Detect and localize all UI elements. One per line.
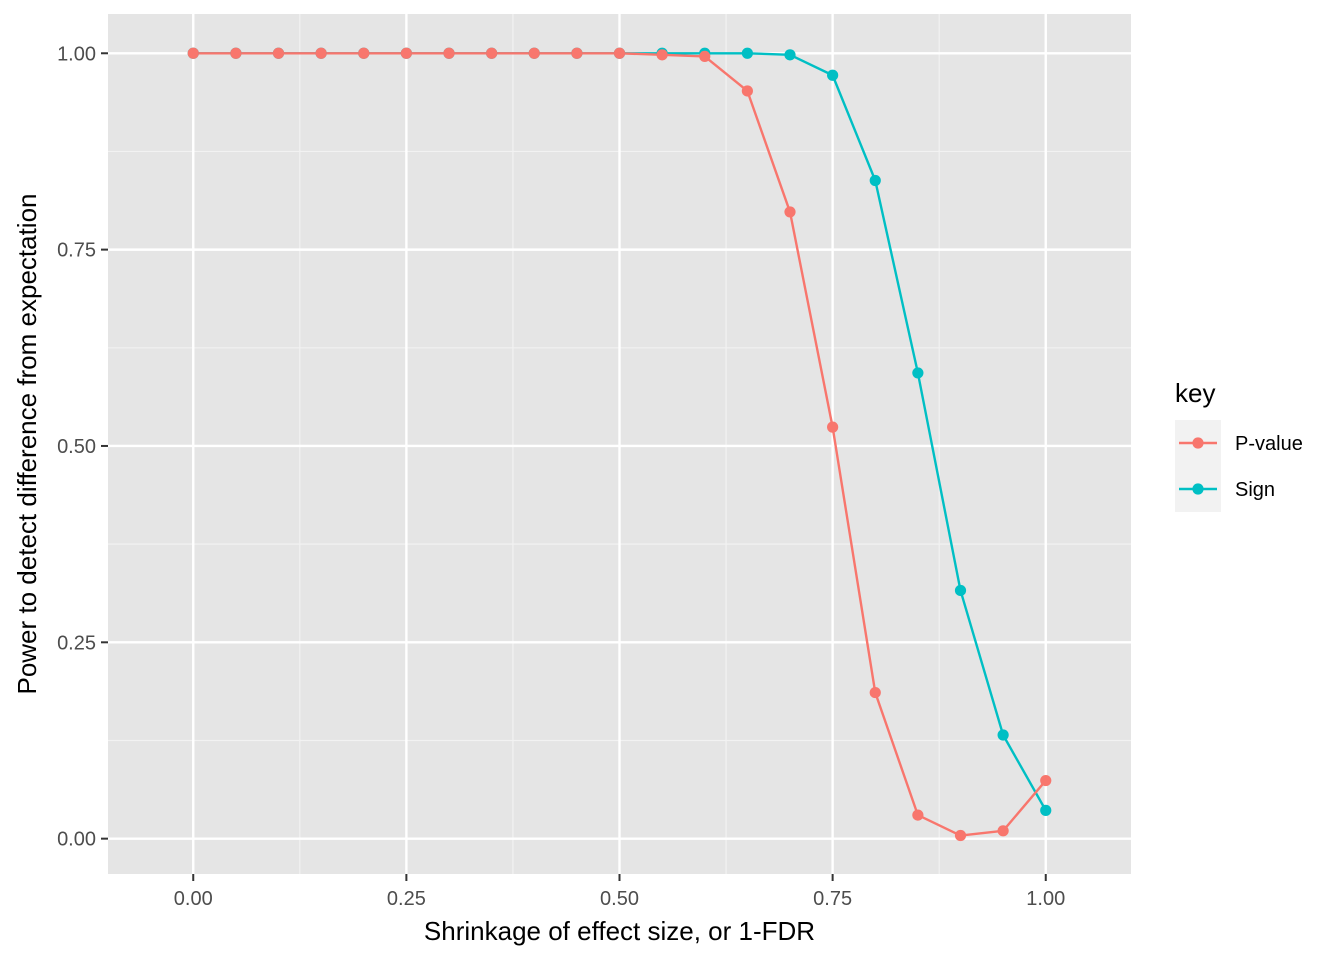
data-point-sign [912, 367, 924, 379]
data-point-sign [741, 47, 753, 59]
legend: key P-value Sign [1175, 378, 1303, 512]
data-point-p-value [656, 49, 668, 61]
y-tick-label: 0.50 [57, 436, 96, 458]
legend-keys: P-value Sign [1179, 433, 1303, 501]
y-tick-label: 0.25 [57, 632, 96, 654]
data-point-p-value [997, 825, 1009, 837]
legend-key-point-sign [1192, 483, 1204, 495]
legend-label-p-value: P-value [1235, 433, 1303, 455]
data-point-p-value [358, 47, 370, 59]
legend-label-sign: Sign [1235, 479, 1275, 501]
data-point-p-value [1040, 774, 1052, 787]
x-axis: 0.00 0.25 0.50 0.75 1.00 [174, 874, 1065, 910]
data-point-p-value [443, 47, 455, 59]
data-point-p-value [954, 829, 967, 842]
y-tick-label: 0.00 [57, 829, 96, 851]
data-point-p-value [571, 47, 583, 59]
y-tick-label: 1.00 [57, 43, 96, 65]
x-tick-label: 0.75 [813, 888, 852, 910]
data-point-sign [784, 49, 796, 61]
x-axis-title: Shrinkage of effect size, or 1-FDR [424, 916, 815, 946]
data-point-p-value [784, 206, 796, 218]
data-point-sign [997, 729, 1009, 741]
x-tick-label: 0.25 [387, 888, 426, 910]
data-point-sign [869, 174, 881, 187]
data-point-sign [1040, 804, 1052, 816]
data-point-p-value [486, 47, 498, 59]
series-layer [187, 47, 1052, 842]
data-point-p-value [869, 686, 881, 699]
data-point-p-value [613, 47, 626, 59]
data-point-p-value [315, 47, 327, 59]
data-point-p-value [827, 421, 839, 433]
data-point-p-value [912, 809, 924, 821]
data-point-sign [954, 584, 967, 597]
legend-title: key [1175, 378, 1215, 408]
x-tick-label: 0.00 [174, 888, 213, 910]
data-point-p-value [230, 47, 242, 59]
y-axis-title: Power to detect difference from expectat… [12, 193, 42, 694]
data-point-p-value [741, 85, 753, 97]
y-axis: 0.00 0.25 0.50 0.75 1.00 [57, 43, 108, 851]
y-tick-label: 0.75 [57, 240, 96, 262]
data-point-p-value [400, 47, 412, 59]
data-point-p-value [187, 47, 199, 59]
data-point-p-value [528, 47, 540, 59]
data-point-p-value [272, 47, 285, 59]
data-point-p-value [699, 50, 711, 63]
x-tick-label: 1.00 [1026, 888, 1065, 910]
x-tick-label: 0.50 [600, 888, 639, 910]
data-point-sign [827, 69, 839, 81]
legend-key-point-p-value [1192, 437, 1204, 449]
